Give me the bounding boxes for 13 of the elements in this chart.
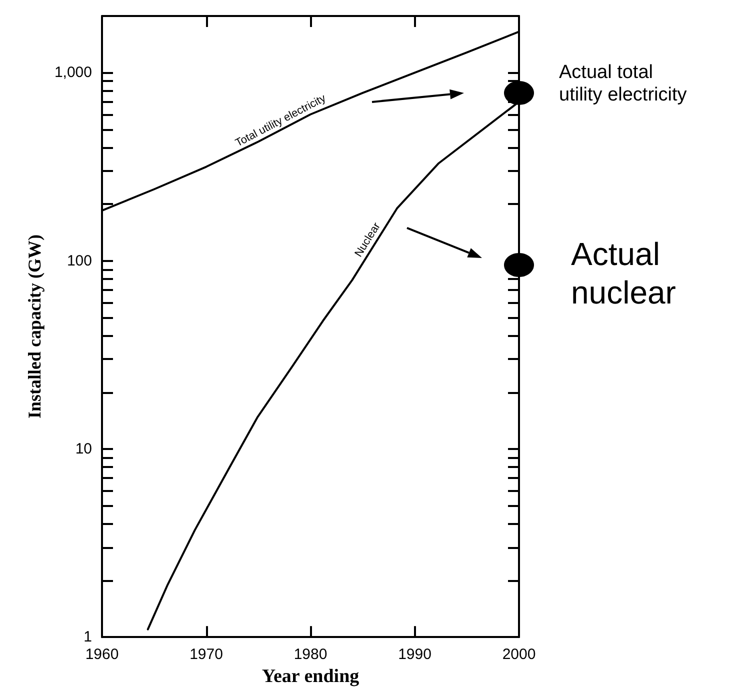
x-tick-label: 2000 — [502, 646, 536, 664]
x-axis-title: Year ending — [262, 666, 360, 687]
y-tick-label: 1 — [84, 628, 92, 646]
x-tick-label: 1960 — [85, 646, 119, 664]
y-tick-label: 10 — [75, 440, 92, 458]
y-tick-label: 100 — [66, 252, 92, 270]
y-axis-title: Installed capacity (GW) — [24, 234, 45, 419]
annotation: Actual total utility electricity — [559, 62, 688, 106]
y-tick-label: 1,000 — [54, 64, 92, 82]
x-tick-label: 1990 — [398, 646, 432, 664]
annotation: Actual nuclear — [571, 236, 676, 311]
x-tick-label: 1980 — [294, 646, 328, 664]
x-tick-label: 1970 — [190, 646, 223, 664]
